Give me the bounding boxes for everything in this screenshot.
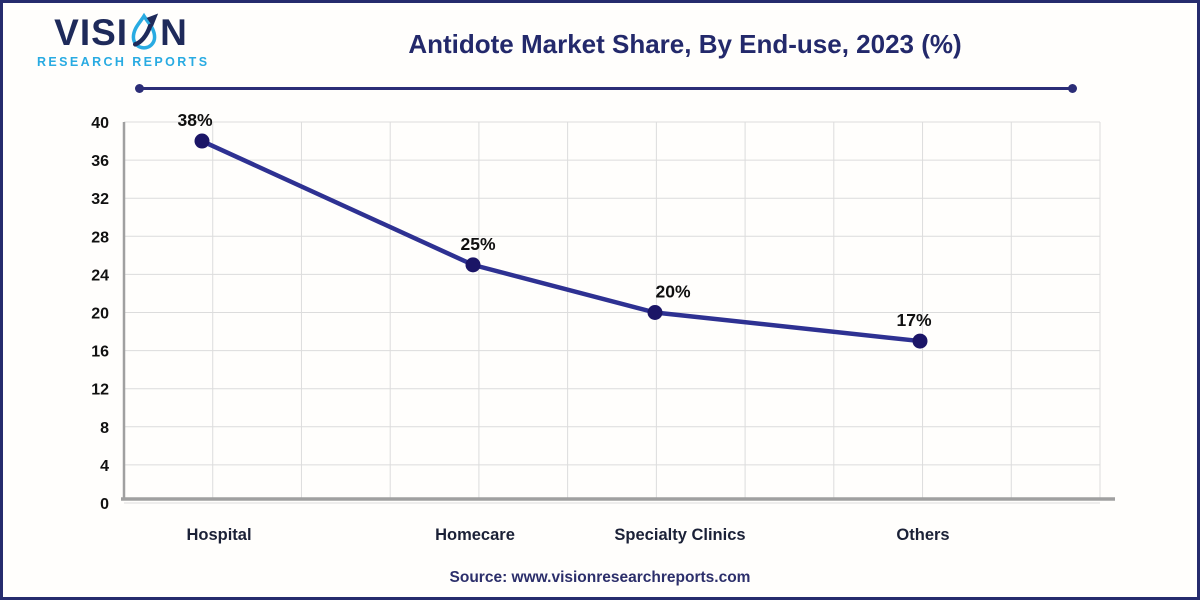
title-divider	[135, 84, 1077, 93]
y-tick-label: 24	[91, 267, 109, 284]
data-point-label: 20%	[655, 282, 690, 302]
data-point-label: 17%	[896, 310, 931, 330]
x-category-label: Specialty Clinics	[614, 526, 745, 544]
y-tick-label: 20	[91, 306, 109, 323]
y-tick-label: 16	[91, 344, 109, 361]
divider-dot-left	[135, 84, 144, 93]
logo-text-left: VISI	[54, 11, 129, 53]
y-tick-label: 28	[91, 229, 109, 246]
data-point-marker	[465, 257, 481, 273]
data-point-label: 25%	[460, 234, 495, 254]
y-tick-label: 32	[91, 191, 109, 208]
x-category-label: Others	[896, 526, 949, 544]
y-tick-label: 4	[100, 458, 109, 475]
y-tick-label: 36	[91, 153, 109, 170]
data-point-marker	[647, 305, 663, 320]
source-text: Source: www.visionresearchreports.com	[449, 569, 751, 586]
x-category-label: Homecare	[435, 526, 515, 544]
data-point-marker	[194, 133, 210, 149]
line-chart: 0 4 8 12 16 20 24 28 32 36 40 38% 25% 20% 17% Hospital H…	[91, 110, 1115, 544]
x-category-label: Hospital	[186, 526, 251, 544]
data-point-label: 38%	[177, 110, 212, 130]
chart-title: Antidote Market Share, By End-use, 2023 …	[408, 29, 962, 59]
logo: VISI N RESEARCH REPORTS	[37, 11, 210, 69]
data-point-marker	[912, 333, 928, 349]
logo-text-right: N	[160, 11, 188, 53]
y-tick-label: 8	[100, 420, 109, 437]
divider-dot-right	[1068, 84, 1077, 93]
logo-drop-icon	[131, 12, 159, 50]
y-tick-label: 40	[91, 115, 109, 132]
y-tick-label: 12	[91, 382, 109, 399]
series-line	[199, 138, 923, 344]
logo-wordmark: VISI N	[37, 11, 205, 53]
logo-subtitle: RESEARCH REPORTS	[37, 55, 210, 69]
y-tick-label: 0	[100, 496, 109, 513]
